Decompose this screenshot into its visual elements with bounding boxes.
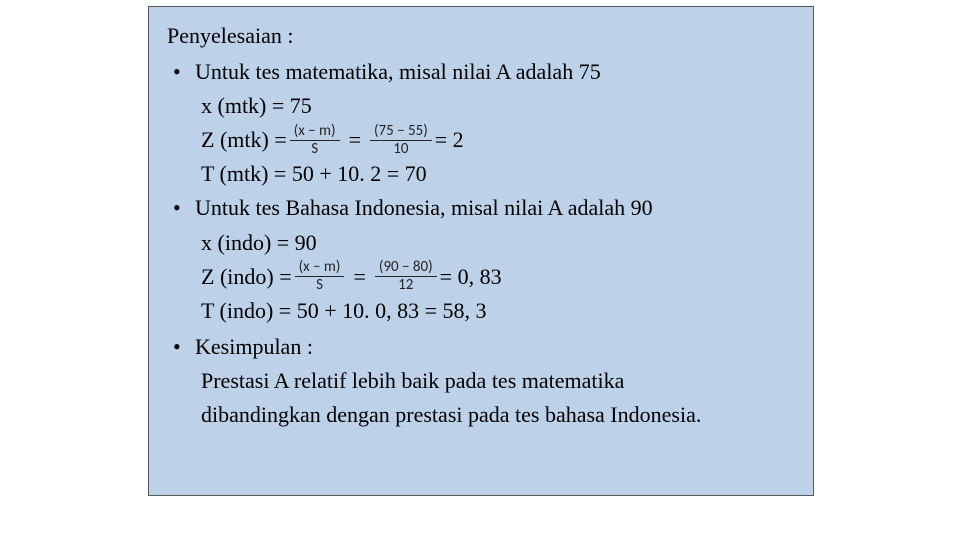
title: Penyelesaian : [167, 19, 795, 53]
fraction: (90 − 80) 12 [375, 260, 437, 293]
b2-t-line: T (indo) = 50 + 10. 0, 83 = 58, 3 [167, 294, 795, 328]
frac-num: (90 − 80) [375, 260, 437, 277]
slide-panel: Penyelesaian : • Untuk tes matematika, m… [148, 6, 814, 496]
b2-z-prefix: Z (indo) = [201, 260, 292, 294]
bullet-2-text: Untuk tes Bahasa Indonesia, misal nilai … [195, 191, 653, 225]
b1-x-line: x (mtk) = 75 [167, 89, 795, 123]
conclusion-line-2: dibandingkan dengan prestasi pada tes ba… [167, 398, 795, 432]
frac-num: (75 − 55) [370, 124, 432, 141]
b2-z-line: Z (indo) = (x − m) S = (90 − 80) 12 = 0,… [167, 260, 795, 294]
frac-num: (x − m) [295, 260, 345, 277]
bullet-1: • Untuk tes matematika, misal nilai A ad… [167, 55, 795, 89]
b2-z-suffix: = 0, 83 [440, 260, 502, 294]
bullet-marker: • [167, 55, 195, 89]
bullet-marker: • [167, 330, 195, 364]
bullet-3-text: Kesimpulan : [195, 330, 313, 364]
bullet-marker: • [167, 191, 195, 225]
b1-z-prefix: Z (mtk) = [201, 123, 287, 157]
bullet-1-text: Untuk tes matematika, misal nilai A adal… [195, 55, 601, 89]
frac-den: S [307, 141, 322, 157]
equals: = [343, 123, 367, 157]
b2-x-line: x (indo) = 90 [167, 226, 795, 260]
fraction: (x − m) S [295, 260, 345, 293]
equals: = [347, 260, 371, 294]
fraction: (75 − 55) 10 [370, 124, 432, 157]
bullet-3: • Kesimpulan : [167, 330, 795, 364]
b1-z-suffix: = 2 [435, 123, 464, 157]
b1-z-line: Z (mtk) = (x − m) S = (75 − 55) 10 = 2 [167, 123, 795, 157]
frac-den: 12 [394, 277, 417, 293]
bullet-2: • Untuk tes Bahasa Indonesia, misal nila… [167, 191, 795, 225]
b1-t-line: T (mtk) = 50 + 10. 2 = 70 [167, 157, 795, 191]
frac-num: (x − m) [290, 124, 340, 141]
frac-den: S [312, 277, 327, 293]
fraction: (x − m) S [290, 124, 340, 157]
frac-den: 10 [389, 141, 412, 157]
conclusion-line-1: Prestasi A relatif lebih baik pada tes m… [167, 364, 795, 398]
